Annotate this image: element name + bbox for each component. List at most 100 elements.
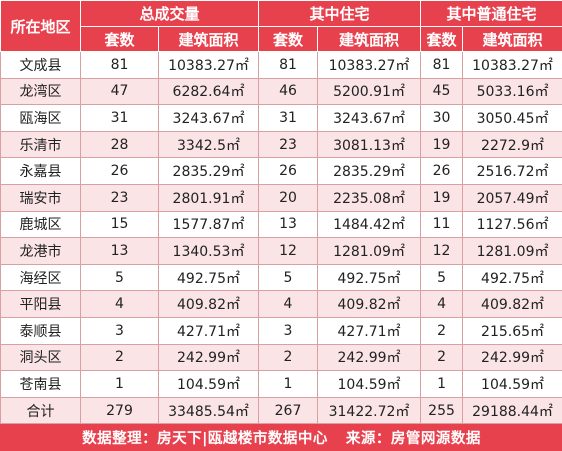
table-cell: 1127.56㎡ — [463, 211, 562, 238]
district-name: 鹿城区 — [1, 211, 81, 238]
table-cell: 1577.87㎡ — [159, 211, 259, 238]
table-cell: 31 — [259, 105, 318, 132]
table-cell: 81 — [259, 52, 318, 79]
table-cell: 29188.44㎡ — [463, 397, 562, 424]
units-header: 套数 — [81, 27, 159, 52]
group-header-residential: 其中住宅 — [259, 1, 421, 27]
table-cell: 26 — [421, 158, 463, 185]
district-name: 乐清市 — [1, 131, 81, 158]
table-cell: 10383.27㎡ — [463, 52, 562, 79]
table-cell: 3342.5㎡ — [159, 131, 259, 158]
table-cell: 19 — [421, 131, 463, 158]
table-cell: 33485.54㎡ — [159, 397, 259, 424]
table-cell: 2 — [421, 317, 463, 344]
table-cell: 492.75㎡ — [159, 264, 259, 291]
table-cell: 5200.91㎡ — [318, 78, 421, 105]
district-name: 瑞安市 — [1, 184, 81, 211]
table-cell: 81 — [421, 52, 463, 79]
total-label: 合计 — [1, 397, 81, 424]
district-header: 所在地区 — [1, 1, 81, 52]
table-cell: 46 — [259, 78, 318, 105]
table-cell: 30 — [421, 105, 463, 132]
table-cell: 2835.29㎡ — [159, 158, 259, 185]
table-cell: 81 — [81, 52, 159, 79]
district-name: 瓯海区 — [1, 105, 81, 132]
table-cell: 5 — [421, 264, 463, 291]
table-cell: 23 — [259, 131, 318, 158]
table-cell: 255 — [421, 397, 463, 424]
table-cell: 3 — [81, 317, 159, 344]
district-name: 平阳县 — [1, 291, 81, 318]
table-cell: 2 — [259, 344, 318, 371]
table-cell: 6282.64㎡ — [159, 78, 259, 105]
table-cell: 31 — [81, 105, 159, 132]
table-cell: 10383.27㎡ — [159, 52, 259, 79]
table-cell: 1 — [259, 371, 318, 398]
table-cell: 4 — [81, 291, 159, 318]
units-header: 套数 — [259, 27, 318, 52]
table-cell: 23 — [81, 184, 159, 211]
table-cell: 1 — [421, 371, 463, 398]
table-cell: 104.59㎡ — [463, 371, 562, 398]
area-header: 建筑面积 — [159, 27, 259, 52]
table-cell: 409.82㎡ — [463, 291, 562, 318]
table-cell: 242.99㎡ — [463, 344, 562, 371]
district-name: 洞头区 — [1, 344, 81, 371]
district-name: 永嘉县 — [1, 158, 81, 185]
table-cell: 12 — [259, 238, 318, 265]
source-footer: 数据整理：房天下|瓯越楼市数据中心来源：房管网源数据 — [1, 424, 562, 451]
table-cell: 2516.72㎡ — [463, 158, 562, 185]
table-cell: 31422.72㎡ — [318, 397, 421, 424]
table-cell: 1484.42㎡ — [318, 211, 421, 238]
table-cell: 492.75㎡ — [463, 264, 562, 291]
district-name: 泰顺县 — [1, 317, 81, 344]
district-name: 苍南县 — [1, 371, 81, 398]
table-cell: 3050.45㎡ — [463, 105, 562, 132]
table-cell: 1281.09㎡ — [463, 238, 562, 265]
table-cell: 1340.53㎡ — [159, 238, 259, 265]
table-cell: 215.65㎡ — [463, 317, 562, 344]
table-cell: 242.99㎡ — [159, 344, 259, 371]
table-cell: 242.99㎡ — [318, 344, 421, 371]
table-cell: 409.82㎡ — [159, 291, 259, 318]
table-cell: 4 — [259, 291, 318, 318]
table-cell: 2272.9㎡ — [463, 131, 562, 158]
header-row-metrics: 套数 建筑面积 套数 建筑面积 套数 建筑面积 — [1, 27, 562, 52]
district-name: 文成县 — [1, 52, 81, 79]
table-cell: 5 — [259, 264, 318, 291]
total-row: 合计 279 33485.54㎡ 267 31422.72㎡ 255 29188… — [1, 397, 562, 424]
table-cell: 427.71㎡ — [318, 317, 421, 344]
district-name: 龙港市 — [1, 238, 81, 265]
table-cell: 10383.27㎡ — [318, 52, 421, 79]
table-cell: 4 — [421, 291, 463, 318]
table-cell: 409.82㎡ — [318, 291, 421, 318]
table-cell: 2057.49㎡ — [463, 184, 562, 211]
table-cell: 19 — [421, 184, 463, 211]
table-cell: 47 — [81, 78, 159, 105]
group-header-total: 总成交量 — [81, 1, 259, 27]
data-source-label: 来源：房管网源数据 — [346, 431, 481, 447]
table-cell: 2801.91㎡ — [159, 184, 259, 211]
table-cell: 20 — [259, 184, 318, 211]
district-name: 龙湾区 — [1, 78, 81, 105]
table-cell: 15 — [81, 211, 159, 238]
table-cell: 2235.08㎡ — [318, 184, 421, 211]
table-cell: 267 — [259, 397, 318, 424]
table-cell: 13 — [81, 238, 159, 265]
table-cell: 11 — [421, 211, 463, 238]
table-cell: 427.71㎡ — [159, 317, 259, 344]
table-cell: 26 — [81, 158, 159, 185]
table-cell: 12 — [421, 238, 463, 265]
